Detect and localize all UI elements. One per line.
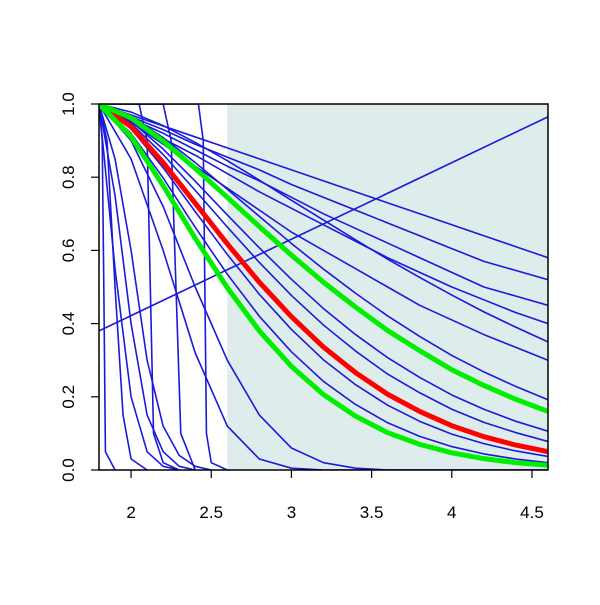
highlight-line bbox=[99, 104, 548, 455]
highlight-line bbox=[99, 104, 548, 468]
plot-area bbox=[99, 104, 548, 470]
y-tick-label: 0.8 bbox=[59, 165, 78, 189]
line bbox=[99, 104, 548, 401]
line bbox=[99, 104, 548, 259]
y-tick-label: 0.2 bbox=[59, 385, 78, 409]
highlight-line bbox=[99, 104, 548, 414]
x-tick-label: 2.5 bbox=[199, 503, 223, 522]
line bbox=[99, 116, 548, 332]
x-tick-label: 3 bbox=[287, 503, 296, 522]
y-tick-label: 0.0 bbox=[59, 458, 78, 482]
line bbox=[99, 104, 116, 470]
line bbox=[99, 104, 548, 325]
line bbox=[99, 104, 548, 443]
x-tick-label: 4.5 bbox=[520, 503, 544, 522]
x-tick-label: 4 bbox=[447, 503, 456, 522]
y-tick-label: 0.6 bbox=[59, 239, 78, 263]
line bbox=[99, 104, 548, 281]
x-tick-label: 3.5 bbox=[360, 503, 384, 522]
line bbox=[99, 104, 180, 470]
y-tick-label: 0.4 bbox=[59, 312, 78, 336]
line bbox=[99, 104, 548, 464]
line bbox=[99, 104, 548, 307]
line bbox=[99, 104, 548, 432]
line bbox=[99, 104, 148, 470]
line bbox=[99, 104, 548, 470]
line bbox=[99, 104, 548, 458]
y-tick-label: 1.0 bbox=[59, 92, 78, 116]
line bbox=[123, 104, 228, 470]
line bbox=[99, 104, 196, 470]
axes: 2 2.5 3 3.5 4 4.5 0.0 0.2 0.4 0.6 0.8 1.0 bbox=[59, 92, 549, 522]
line bbox=[99, 104, 548, 343]
x-tick-label: 2 bbox=[126, 503, 135, 522]
plot-frame bbox=[98, 103, 549, 471]
line bbox=[107, 104, 196, 470]
